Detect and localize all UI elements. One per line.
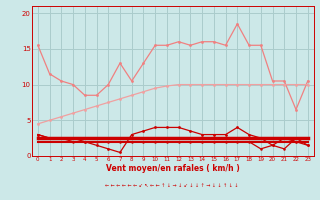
Text: ← ← ← ← ← ← ↙ ↖ ← ← ↑ ↓ → ↓ ↙ ↓ ↓ ↑ → ↓ ↓ ↑ ↓ ↓: ← ← ← ← ← ← ↙ ↖ ← ← ↑ ↓ → ↓ ↙ ↓ ↓ ↑ → ↓ …	[105, 183, 240, 188]
X-axis label: Vent moyen/en rafales ( km/h ): Vent moyen/en rafales ( km/h )	[106, 164, 240, 173]
